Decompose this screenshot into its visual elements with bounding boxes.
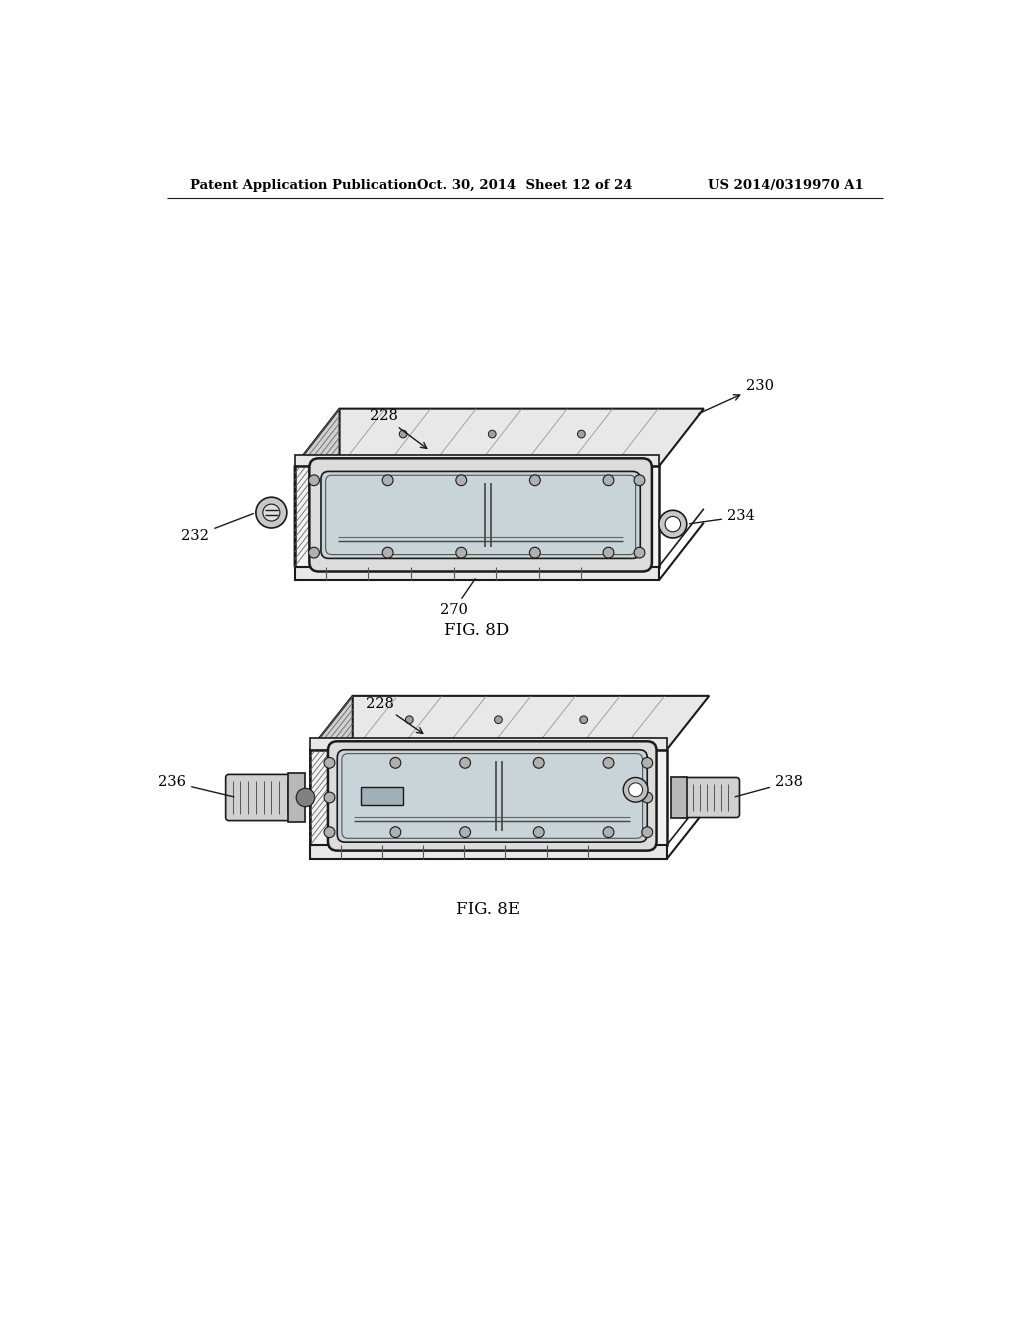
Circle shape — [324, 826, 335, 838]
Circle shape — [642, 758, 652, 768]
Text: 238: 238 — [735, 775, 803, 797]
Text: FIG. 8D: FIG. 8D — [444, 622, 509, 639]
Bar — [289, 774, 305, 822]
Polygon shape — [310, 738, 667, 750]
Circle shape — [642, 826, 652, 838]
Circle shape — [456, 548, 467, 558]
Text: 270: 270 — [439, 578, 475, 618]
Circle shape — [495, 715, 503, 723]
Circle shape — [634, 548, 645, 558]
Text: 228: 228 — [366, 697, 423, 734]
Circle shape — [534, 758, 544, 768]
Circle shape — [665, 516, 681, 532]
Circle shape — [529, 475, 541, 486]
Circle shape — [382, 548, 393, 558]
FancyBboxPatch shape — [225, 775, 294, 821]
Circle shape — [578, 430, 586, 438]
Polygon shape — [310, 750, 667, 845]
Text: 232: 232 — [181, 513, 253, 543]
Circle shape — [529, 548, 541, 558]
Circle shape — [406, 715, 414, 723]
Text: Patent Application Publication: Patent Application Publication — [190, 178, 417, 191]
Circle shape — [456, 475, 467, 486]
FancyBboxPatch shape — [328, 742, 656, 850]
Circle shape — [603, 548, 614, 558]
Text: 234: 234 — [689, 510, 755, 524]
Polygon shape — [295, 466, 658, 566]
Circle shape — [263, 504, 280, 521]
Circle shape — [324, 792, 335, 803]
Circle shape — [256, 498, 287, 528]
Circle shape — [534, 826, 544, 838]
Text: 228: 228 — [370, 409, 427, 449]
Circle shape — [603, 758, 614, 768]
Circle shape — [603, 475, 614, 486]
FancyBboxPatch shape — [337, 750, 647, 842]
FancyBboxPatch shape — [309, 458, 652, 572]
Circle shape — [624, 777, 648, 803]
Polygon shape — [310, 696, 710, 750]
Circle shape — [390, 826, 400, 838]
Circle shape — [634, 475, 645, 486]
Polygon shape — [295, 409, 703, 466]
Polygon shape — [295, 409, 340, 566]
Polygon shape — [310, 696, 352, 845]
Circle shape — [580, 715, 588, 723]
Circle shape — [488, 430, 496, 438]
Bar — [672, 777, 687, 817]
FancyBboxPatch shape — [679, 777, 739, 817]
Polygon shape — [295, 566, 658, 581]
Polygon shape — [295, 455, 658, 466]
Bar — [360, 787, 403, 805]
FancyBboxPatch shape — [321, 471, 640, 558]
Circle shape — [658, 511, 687, 539]
Circle shape — [399, 430, 407, 438]
Circle shape — [460, 826, 471, 838]
Circle shape — [603, 826, 614, 838]
Text: Oct. 30, 2014  Sheet 12 of 24: Oct. 30, 2014 Sheet 12 of 24 — [417, 178, 633, 191]
Text: 230: 230 — [698, 379, 774, 413]
Polygon shape — [310, 845, 667, 859]
Circle shape — [308, 548, 319, 558]
Circle shape — [629, 783, 643, 797]
Text: FIG. 8E: FIG. 8E — [457, 900, 520, 917]
Text: 236: 236 — [158, 775, 233, 797]
Text: US 2014/0319970 A1: US 2014/0319970 A1 — [709, 178, 864, 191]
Circle shape — [460, 758, 471, 768]
Circle shape — [390, 758, 400, 768]
Circle shape — [308, 475, 319, 486]
Circle shape — [324, 758, 335, 768]
Circle shape — [296, 788, 314, 807]
Circle shape — [642, 792, 652, 803]
Circle shape — [382, 475, 393, 486]
